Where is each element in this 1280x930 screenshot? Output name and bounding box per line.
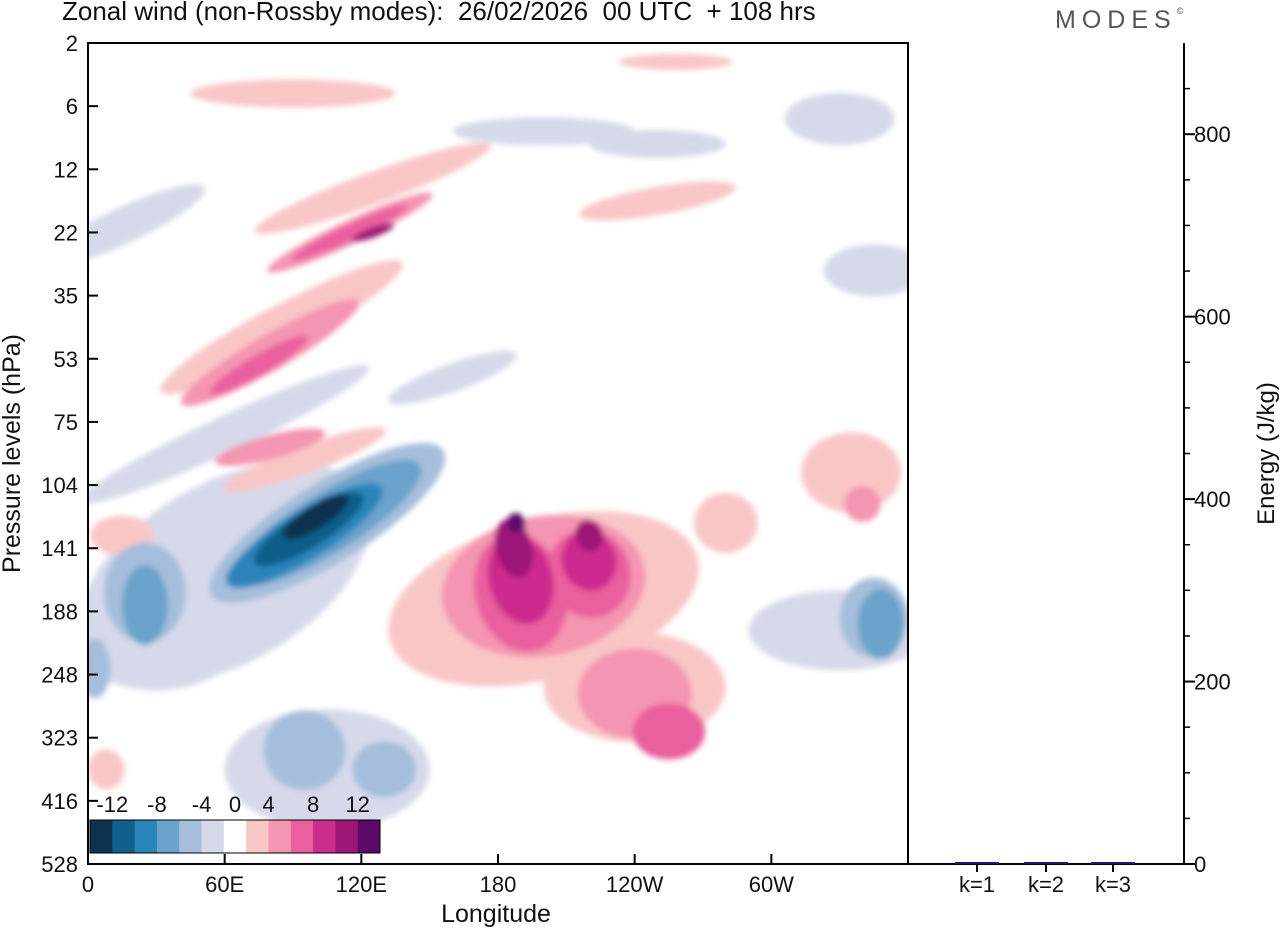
x-tick-label: 0 [82, 872, 94, 897]
colorbar: -12 -8 -4 0 4 8 12 [89, 792, 381, 854]
heatmap-cell [589, 130, 726, 158]
energy-bar [955, 862, 999, 864]
heatmap-cell [88, 749, 125, 790]
y-tick-label: 22 [54, 220, 78, 245]
bar-category-label: k=2 [1028, 872, 1064, 897]
energy-bar [1091, 862, 1135, 864]
heatmap-cell [254, 142, 491, 234]
colorbar-swatch [246, 820, 269, 853]
bar-y-tick-label: 400 [1194, 487, 1231, 512]
x-tick-label: 180 [480, 872, 517, 897]
y-tick-label: 323 [41, 726, 78, 751]
colorbar-swatch [156, 820, 180, 853]
brand-logo: MODES© [1055, 6, 1184, 34]
heatmap-cell [190, 79, 396, 108]
heatmap-cell [122, 565, 168, 646]
y-tick-label: 35 [54, 284, 78, 309]
colorbar-label: -4 [192, 792, 212, 817]
colorbar-label: -8 [147, 792, 167, 817]
y-axis-label: Pressure levels (hPa) [0, 334, 26, 573]
heatmap-cell [452, 117, 635, 146]
colorbar-label: 12 [345, 792, 369, 817]
y-tick-label: 6 [66, 94, 78, 119]
y-tick-label: 528 [41, 852, 78, 877]
heatmap-cell [575, 519, 603, 552]
y-tick-label: 248 [41, 663, 78, 688]
bar-category-label: k=1 [959, 872, 995, 897]
energy-bar-panel: 0 200 400 600 800 k=1 k=2 k=3 Energy (J/kg) [908, 43, 1280, 897]
chart-title: Zonal wind (non-Rossby modes): 26/02/202… [62, 0, 816, 26]
colorbar-swatch [112, 820, 136, 853]
colorbar-swatch [223, 820, 247, 853]
colorbar-swatch [335, 820, 359, 853]
x-tick-label: 60W [749, 872, 794, 897]
bar-category-label: k=3 [1095, 872, 1131, 897]
colorbar-swatch [201, 820, 225, 853]
colorbar-swatch [268, 820, 292, 853]
heatmap-cell [693, 493, 758, 553]
x-tick-label: 120W [606, 872, 664, 897]
y-tick-label: 141 [41, 536, 78, 561]
heatmap-cell [561, 531, 617, 591]
heatmap-cell [494, 518, 534, 578]
heatmap-cell [88, 184, 206, 268]
x-tick-label: 120E [336, 872, 387, 897]
heatmap-cell [215, 428, 326, 466]
heatmap-cell [351, 223, 395, 242]
heatmap-cell [291, 204, 408, 261]
y-tick-label: 75 [54, 410, 78, 435]
heatmap-cell [88, 365, 370, 504]
colorbar-label: 0 [229, 792, 241, 817]
heatmap-cell [785, 92, 895, 145]
y-tick-label: 12 [54, 157, 78, 182]
colorbar-swatch [313, 820, 336, 853]
bar-y-tick-label: 200 [1194, 670, 1231, 695]
heatmap-cell [282, 493, 350, 540]
bar-y-tick-label: 0 [1194, 852, 1206, 877]
heatmap-field [88, 53, 908, 830]
y-tick-label: 2 [66, 31, 78, 56]
bar-y-tick-label: 600 [1194, 305, 1231, 330]
heatmap-cell [507, 513, 526, 533]
heatmap-cell [618, 53, 733, 70]
heatmap-cell [388, 350, 517, 405]
energy-bar [1024, 862, 1068, 864]
x-axis-label: Longitude [441, 900, 551, 928]
y-tick-label: 188 [41, 599, 78, 624]
colorbar-label: -12 [96, 792, 128, 817]
heatmap-cell [844, 486, 881, 522]
colorbar-frame [89, 819, 381, 854]
colorbar-swatch [357, 820, 381, 853]
bar-y-tick-label: 800 [1194, 122, 1231, 147]
bar-y-axis-label: Energy (J/kg) [1253, 382, 1280, 525]
colorbar-swatch [134, 820, 158, 853]
heatmap-cell [857, 589, 904, 659]
y-tick-label: 53 [54, 347, 78, 372]
heatmap-cell [352, 741, 416, 798]
heatmap-cell [263, 710, 346, 791]
heatmap-cell [222, 427, 386, 493]
heatmap-cell [632, 703, 706, 760]
y-tick-label: 416 [41, 789, 78, 814]
heatmap-cell [823, 244, 908, 297]
colorbar-label: 4 [262, 792, 274, 817]
colorbar-label: 8 [307, 792, 319, 817]
heatmap-cell [209, 335, 309, 395]
heatmap-cell [578, 181, 736, 221]
x-tick-label: 60E [205, 872, 244, 897]
heatmap-cell [88, 638, 111, 699]
colorbar-swatch [290, 820, 314, 853]
y-tick-label: 104 [41, 473, 78, 498]
colorbar-swatch [179, 820, 203, 853]
colorbar-swatch [90, 820, 113, 853]
